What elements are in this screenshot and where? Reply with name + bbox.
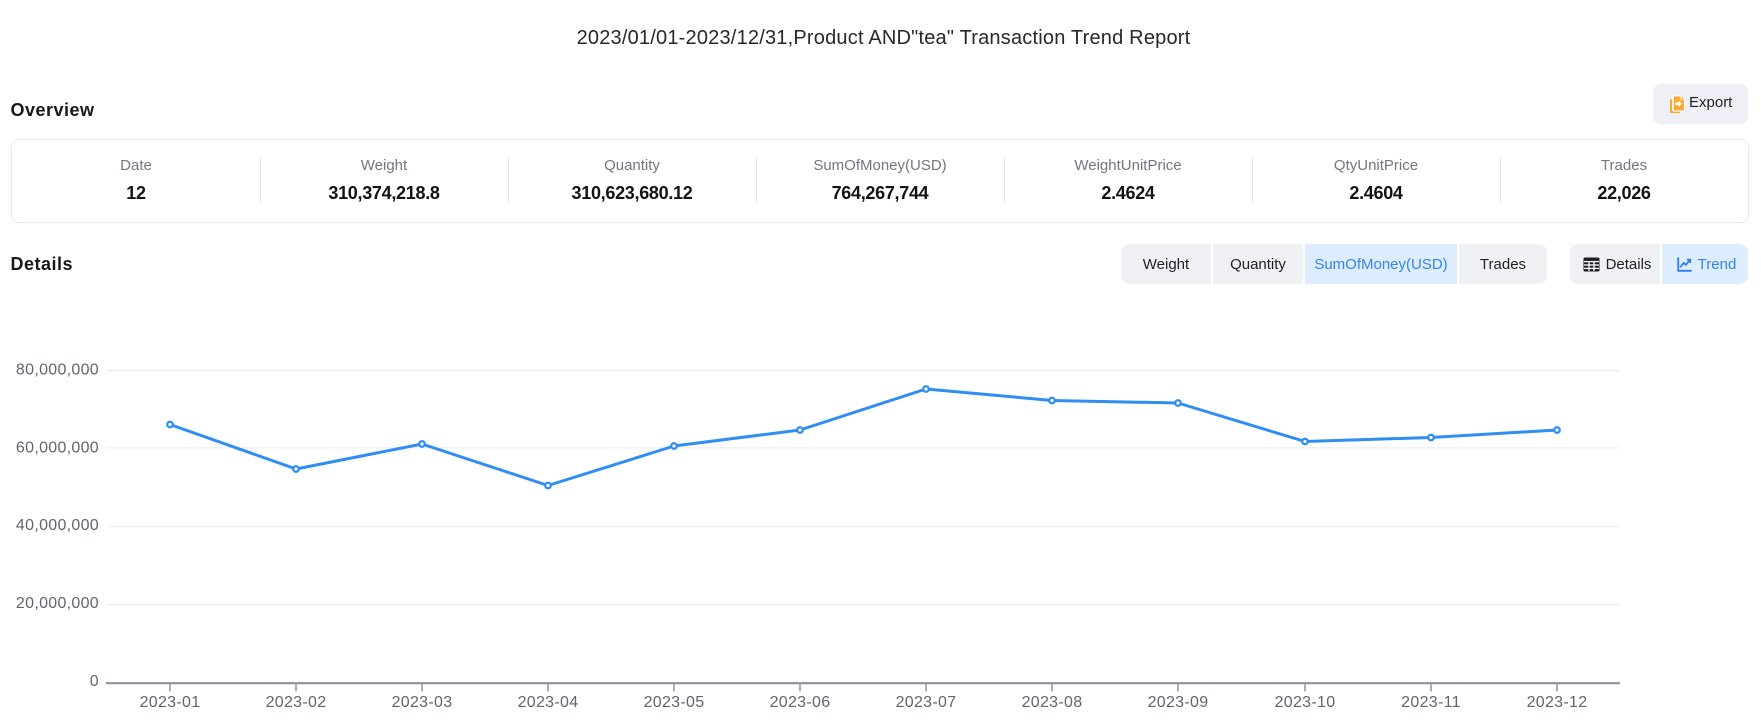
- svg-text:40,000,000: 40,000,000: [16, 517, 99, 534]
- svg-text:2023-02: 2023-02: [266, 694, 327, 711]
- svg-text:0: 0: [90, 673, 99, 690]
- svg-text:2023-01: 2023-01: [140, 694, 201, 711]
- svg-text:2023-05: 2023-05: [644, 694, 705, 711]
- svg-text:2023-06: 2023-06: [770, 694, 831, 711]
- svg-text:60,000,000: 60,000,000: [16, 439, 99, 456]
- svg-text:2023-08: 2023-08: [1022, 694, 1083, 711]
- svg-text:2023-07: 2023-07: [896, 694, 957, 711]
- svg-text:2023-10: 2023-10: [1275, 694, 1336, 711]
- svg-text:2023-04: 2023-04: [518, 694, 579, 711]
- svg-text:2023-03: 2023-03: [392, 694, 453, 711]
- svg-text:20,000,000: 20,000,000: [16, 595, 99, 612]
- svg-text:80,000,000: 80,000,000: [16, 362, 99, 379]
- svg-text:2023-11: 2023-11: [1401, 694, 1461, 711]
- svg-text:2023-09: 2023-09: [1148, 694, 1209, 711]
- svg-text:2023-12: 2023-12: [1527, 694, 1588, 711]
